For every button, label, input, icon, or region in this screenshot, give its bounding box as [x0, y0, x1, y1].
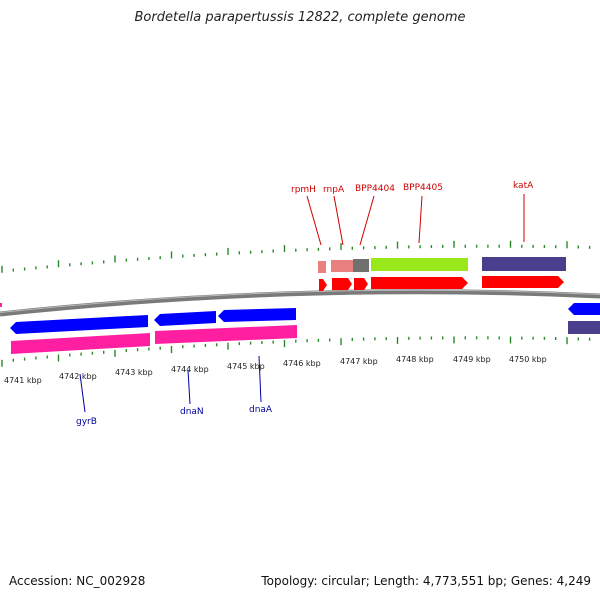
axis-label: 4744 kbp	[171, 365, 209, 374]
axis-label: 4742 kbp	[59, 372, 97, 381]
gene-label-rnpA: rnpA	[323, 185, 345, 195]
cds-katA-arrow	[482, 276, 564, 288]
cds-gyrB-arrow	[10, 315, 148, 334]
axis-label: 4750 kbp	[509, 355, 547, 364]
gene-label-rpmH: rpmH	[291, 185, 316, 195]
axis-label: 4749 kbp	[453, 355, 491, 364]
gene-label-BPP4404: BPP4404	[355, 184, 395, 194]
cds-dnaN-arrow	[154, 311, 216, 326]
cds-right-edge-arrow	[568, 303, 600, 315]
gene-katA-feature	[482, 257, 566, 271]
tick-row-top	[1, 240, 591, 273]
tick-row-bottom	[1, 336, 591, 367]
axis-label: 4743 kbp	[115, 368, 153, 377]
axis-label: 4746 kbp	[283, 359, 321, 368]
bottom-label-leaders	[79, 355, 262, 413]
gene-label-BPP4405: BPP4405	[403, 183, 443, 193]
gene-label-dnaA: dnaA	[249, 405, 273, 415]
cds-rnpA-arrow	[332, 278, 352, 290]
gene-dnaN-dnaA-track	[155, 325, 297, 344]
axis-label: 4747 kbp	[340, 357, 378, 366]
map-title: Bordetella parapertussis 12822, complete…	[134, 10, 466, 25]
gene-label-gyrB: gyrB	[76, 417, 97, 427]
axis-label: 4741 kbp	[4, 376, 42, 385]
axis-labels: 4741 kbp 4742 kbp 4743 kbp 4744 kbp 4745…	[4, 355, 547, 385]
top-gene-labels: rpmH rnpA BPP4404 BPP4405 katA	[291, 181, 534, 195]
gene-BPP4405-feature	[371, 258, 468, 271]
gene-label-katA: katA	[513, 181, 534, 191]
axis-label: 4745 kbp	[227, 362, 265, 371]
cds-rpmH-arrow	[319, 279, 327, 291]
accession-text: Accession: NC_002928	[9, 574, 146, 588]
bottom-gene-labels: gyrB dnaN dnaA	[76, 405, 273, 427]
genome-backbone	[0, 289, 600, 317]
genome-summary-text: Topology: circular; Length: 4,773,551 bp…	[261, 574, 591, 588]
cds-BPP4405-arrow	[371, 277, 468, 289]
top-label-leaders	[306, 194, 525, 246]
backbone-highlight	[0, 289, 600, 313]
gene-right-edge-track	[568, 321, 600, 334]
axis-label: 4748 kbp	[396, 355, 434, 364]
cds-dnaA-arrow	[218, 308, 296, 322]
gene-label-dnaN: dnaN	[180, 407, 204, 417]
right-edge-feature	[584, 256, 600, 266]
forward-features	[318, 256, 600, 291]
gene-gyrB-track	[11, 333, 150, 354]
cds-BPP4404-arrow	[354, 278, 368, 290]
left-edge-marker	[0, 303, 2, 307]
gene-BPP4404-feature	[353, 259, 369, 272]
gene-rnpA-feature	[331, 260, 353, 272]
gene-rpmH-feature	[318, 261, 326, 273]
reverse-features	[0, 303, 600, 354]
